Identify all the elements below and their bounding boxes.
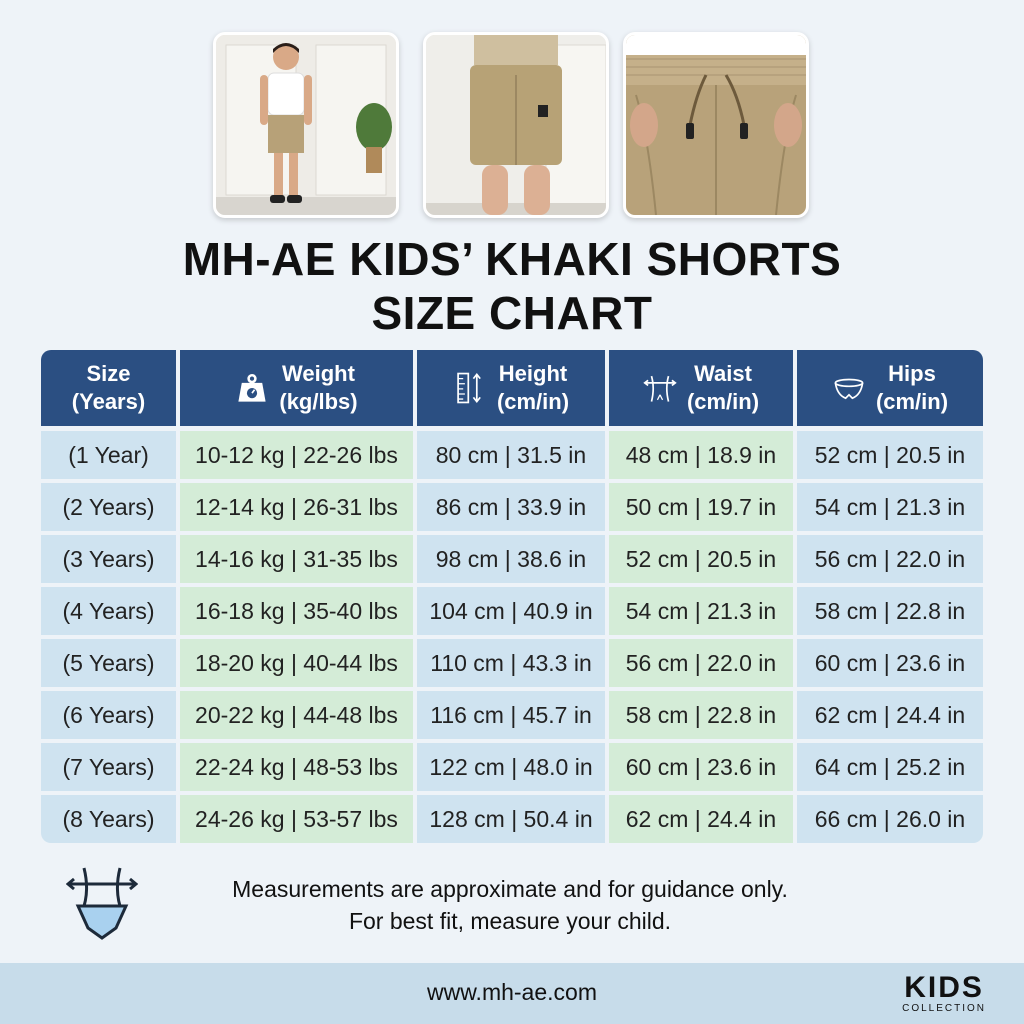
table-row: (4 Years) 16-18 kg | 35-40 lbs 104 cm | … — [41, 587, 983, 635]
size-cell: (1 Year) — [41, 431, 176, 479]
weight-cell: 12-14 kg | 26-31 lbs — [180, 483, 413, 531]
hips-cell: 66 cm | 26.0 in — [797, 795, 983, 843]
height-cell: 86 cm | 33.9 in — [417, 483, 605, 531]
brand-logo: KIDS COLLECTION — [902, 973, 986, 1015]
brand-main-text: KIDS — [904, 971, 984, 1004]
size-cell: (2 Years) — [41, 483, 176, 531]
height-cell: 98 cm | 38.6 in — [417, 535, 605, 583]
header-unit: (Years) — [71, 389, 146, 414]
header-label: Waist — [694, 361, 752, 386]
boy-standing-photo — [213, 32, 399, 218]
measurement-note: Measurements are approximate and for gui… — [160, 873, 860, 937]
header-unit: (cm/in) — [875, 389, 949, 414]
header-unit: (cm/in) — [686, 389, 760, 414]
hips-cell: 54 cm | 21.3 in — [797, 483, 983, 531]
website-link[interactable]: www.mh-ae.com — [427, 979, 597, 1005]
table-row: (3 Years) 14-16 kg | 31-35 lbs 98 cm | 3… — [41, 535, 983, 583]
table-row: (7 Years) 22-24 kg | 48-53 lbs 122 cm | … — [41, 743, 983, 791]
table-row: (5 Years) 18-20 kg | 40-44 lbs 110 cm | … — [41, 639, 983, 687]
header-weight: Weight (kg/lbs) — [180, 350, 413, 426]
waist-cell: 60 cm | 23.6 in — [609, 743, 793, 791]
hips-icon — [832, 368, 866, 408]
header-label: Hips — [888, 361, 936, 386]
header-size: Size (Years) — [41, 350, 176, 426]
height-cell: 122 cm | 48.0 in — [417, 743, 605, 791]
header-unit: (kg/lbs) — [279, 389, 358, 414]
size-chart-table: Size (Years) Weight (kg/lbs) — [41, 350, 983, 847]
size-cell: (6 Years) — [41, 691, 176, 739]
hips-cell: 58 cm | 22.8 in — [797, 587, 983, 635]
waist-cell: 54 cm | 21.3 in — [609, 587, 793, 635]
size-cell: (4 Years) — [41, 587, 176, 635]
waist-cell: 50 cm | 19.7 in — [609, 483, 793, 531]
height-cell: 104 cm | 40.9 in — [417, 587, 605, 635]
waist-cell: 52 cm | 20.5 in — [609, 535, 793, 583]
note-line-2: For best fit, measure your child. — [348, 908, 672, 934]
title-line-2: SIZE CHART — [371, 287, 653, 339]
hips-cell: 62 cm | 24.4 in — [797, 691, 983, 739]
page-title: MH-AE KIDS’ KHAKI SHORTS SIZE CHART — [0, 232, 1024, 340]
height-cell: 128 cm | 50.4 in — [417, 795, 605, 843]
weight-cell: 20-22 kg | 44-48 lbs — [180, 691, 413, 739]
footer-bar: www.mh-ae.com KIDS COLLECTION — [0, 963, 1024, 1024]
height-cell: 110 cm | 43.3 in — [417, 639, 605, 687]
waist-cell: 56 cm | 22.0 in — [609, 639, 793, 687]
waist-cell: 48 cm | 18.9 in — [609, 431, 793, 479]
header-waist: Waist (cm/in) — [609, 350, 793, 426]
measuring-body-icon — [65, 862, 139, 942]
table-row: (2 Years) 12-14 kg | 26-31 lbs 86 cm | 3… — [41, 483, 983, 531]
weight-cell: 14-16 kg | 31-35 lbs — [180, 535, 413, 583]
brand-sub-text: COLLECTION — [902, 1003, 986, 1014]
hips-cell: 52 cm | 20.5 in — [797, 431, 983, 479]
table-header-row: Size (Years) Weight (kg/lbs) — [41, 350, 983, 426]
waist-icon — [643, 368, 677, 408]
header-label: Size — [86, 361, 131, 386]
table-row: (1 Year) 10-12 kg | 22-26 lbs 80 cm | 31… — [41, 431, 983, 479]
size-cell: (5 Years) — [41, 639, 176, 687]
weight-icon — [235, 368, 269, 408]
header-label: Height — [498, 361, 568, 386]
size-cell: (7 Years) — [41, 743, 176, 791]
height-cell: 116 cm | 45.7 in — [417, 691, 605, 739]
size-cell: (8 Years) — [41, 795, 176, 843]
ruler-icon — [453, 368, 487, 408]
weight-cell: 22-24 kg | 48-53 lbs — [180, 743, 413, 791]
height-cell: 80 cm | 31.5 in — [417, 431, 605, 479]
hips-cell: 64 cm | 25.2 in — [797, 743, 983, 791]
weight-cell: 18-20 kg | 40-44 lbs — [180, 639, 413, 687]
note-line-1: Measurements are approximate and for gui… — [232, 876, 788, 902]
weight-cell: 24-26 kg | 53-57 lbs — [180, 795, 413, 843]
title-line-1: MH-AE KIDS’ KHAKI SHORTS — [182, 233, 842, 285]
table-row: (6 Years) 20-22 kg | 44-48 lbs 116 cm | … — [41, 691, 983, 739]
size-cell: (3 Years) — [41, 535, 176, 583]
header-hips: Hips (cm/in) — [797, 350, 983, 426]
header-label: Weight — [282, 361, 355, 386]
waist-cell: 62 cm | 24.4 in — [609, 795, 793, 843]
header-unit: (cm/in) — [496, 389, 570, 414]
weight-cell: 10-12 kg | 22-26 lbs — [180, 431, 413, 479]
waist-cell: 58 cm | 22.8 in — [609, 691, 793, 739]
hips-cell: 56 cm | 22.0 in — [797, 535, 983, 583]
table-row: (8 Years) 24-26 kg | 53-57 lbs 128 cm | … — [41, 795, 983, 843]
hips-cell: 60 cm | 23.6 in — [797, 639, 983, 687]
header-height: Height (cm/in) — [417, 350, 605, 426]
shorts-back-photo — [423, 32, 609, 218]
weight-cell: 16-18 kg | 35-40 lbs — [180, 587, 413, 635]
product-photos — [213, 32, 813, 218]
shorts-waistband-photo — [623, 32, 809, 218]
